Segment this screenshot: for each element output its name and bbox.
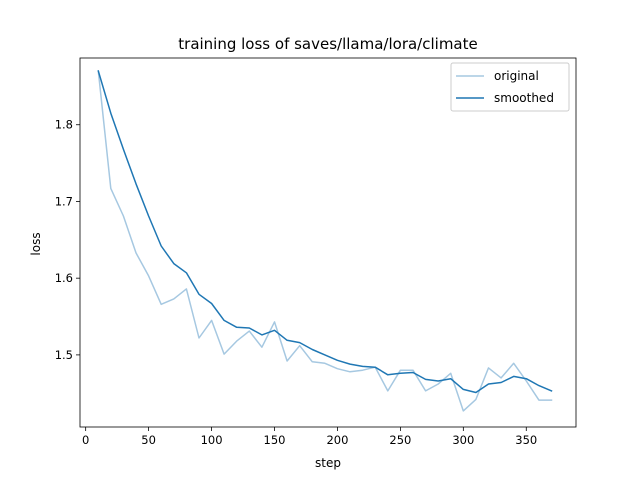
legend: original smoothed [450, 62, 570, 112]
x-tick-label: 250 [389, 433, 411, 447]
axes-frame [79, 57, 577, 428]
x-tick-label: 150 [264, 433, 286, 447]
x-axis-label: step [315, 456, 341, 470]
legend-label-original: original [494, 69, 539, 83]
x-tick-label: 300 [452, 433, 474, 447]
legend-frame [450, 62, 570, 112]
x-tick-label: 0 [82, 433, 89, 447]
x-tick-label: 50 [141, 433, 156, 447]
y-axis-ticks: 1.5 1.6 1.7 1.8 [55, 118, 80, 362]
x-axis-ticks: 0 50 100 150 200 250 300 350 [82, 427, 537, 447]
legend-label-smoothed: smoothed [494, 91, 554, 105]
x-tick-label: 100 [201, 433, 223, 447]
x-tick-label: 200 [326, 433, 348, 447]
chart-title: training loss of saves/llama/lora/climat… [178, 35, 477, 53]
series-line-original [97, 70, 553, 412]
y-tick-label: 1.8 [55, 118, 73, 132]
y-tick-label: 1.5 [55, 348, 73, 362]
y-tick-label: 1.6 [55, 271, 73, 285]
y-axis-label: loss [29, 232, 43, 255]
x-tick-label: 350 [515, 433, 537, 447]
y-tick-label: 1.7 [55, 194, 73, 208]
series-line-smoothed [97, 70, 553, 394]
plot-area [79, 57, 577, 428]
